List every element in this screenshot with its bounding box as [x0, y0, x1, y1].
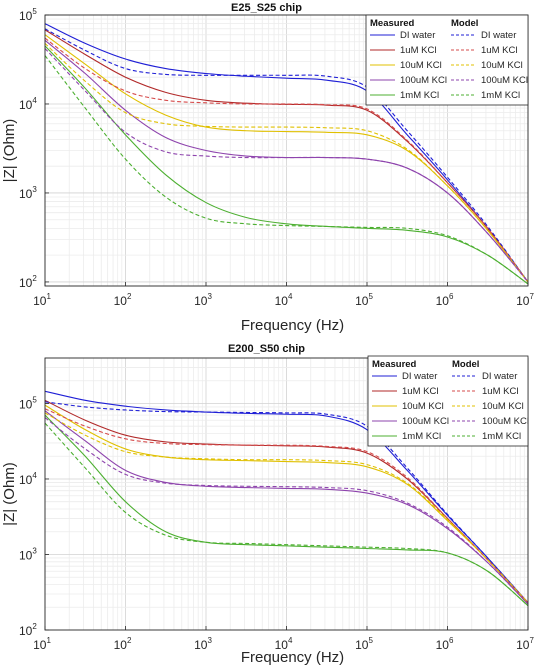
- legend-entry: 100uM KCl: [402, 416, 449, 427]
- y-tick-label: 103: [19, 185, 37, 201]
- y-tick-label: 105: [19, 395, 37, 411]
- y-tick-label: 102: [19, 622, 37, 638]
- x-tick-label: 106: [436, 636, 454, 652]
- y-tick-label: 105: [19, 7, 37, 23]
- legend-entry: 10uM KCl: [481, 60, 523, 71]
- x-tick-labels: 101 102 103 104 105 106 107: [33, 282, 534, 308]
- x-tick-label: 104: [275, 292, 293, 308]
- x-tick-label: 107: [516, 292, 534, 308]
- x-tick-label: 103: [194, 292, 212, 308]
- series-line-model-100um-kcl: [44, 48, 529, 283]
- legend-entry: 10uM KCl: [402, 401, 444, 412]
- legend-entry: 100uM KCl: [482, 416, 529, 427]
- legend-entry: 1uM KCl: [402, 386, 438, 397]
- x-tick-label: 105: [355, 292, 373, 308]
- x-tick-labels: 101 102 103 104 105 106 107: [33, 626, 534, 652]
- y-axis-label: |Z| (Ohm): [1, 119, 18, 183]
- series-line-measured-100um-kcl: [44, 410, 529, 605]
- chart-title: E200_S50 chip: [228, 343, 305, 355]
- x-axis-label: Frequency (Hz): [241, 317, 344, 334]
- x-tick-label: 101: [33, 636, 51, 652]
- legend-entry: 1uM KCl: [400, 45, 436, 56]
- legend-entry: 1uM KCl: [482, 386, 518, 397]
- legend-entry: 10uM KCl: [400, 60, 442, 71]
- x-tick-label: 105: [355, 636, 373, 652]
- chart-2: 101 102 103 104 105 106 107102103104105E200_S5…: [1, 343, 534, 666]
- legend-entry: 100uM KCl: [481, 75, 528, 86]
- legend-entry: 1mM KCl: [400, 90, 439, 101]
- series-line-model-10um-kcl: [44, 42, 529, 283]
- legend-entry: DI water: [402, 371, 437, 382]
- legend-entry: 1mM KCl: [402, 431, 441, 442]
- legend-box: [367, 355, 529, 447]
- y-axis-label: |Z| (Ohm): [1, 462, 18, 526]
- x-tick-label: 102: [114, 292, 132, 308]
- series-line-model-1mm-kcl: [44, 422, 529, 607]
- legend-entry: DI water: [400, 30, 435, 41]
- series-line-measured-1um-kcl: [44, 399, 529, 604]
- y-tick-label: 102: [19, 274, 37, 290]
- chart-title: E25_S25 chip: [231, 2, 302, 14]
- series-line-model-10um-kcl: [44, 412, 529, 604]
- legend-entry: 10uM KCl: [482, 401, 524, 412]
- series-line-model-100um-kcl: [44, 417, 529, 605]
- legend-entry: 1mM KCl: [482, 431, 521, 442]
- legend-header-measured: Measured: [372, 359, 417, 370]
- series-lines: [44, 23, 529, 285]
- x-axis-label: Frequency (Hz): [241, 649, 344, 666]
- series-line-measured-di-water: [44, 23, 529, 283]
- legend-header-model: Model: [452, 359, 479, 370]
- x-tick-label: 101: [33, 292, 51, 308]
- x-tick-label: 104: [275, 636, 293, 652]
- legend-header-measured: Measured: [370, 18, 415, 29]
- y-tick-label: 104: [19, 471, 37, 487]
- y-tick-label: 104: [19, 96, 37, 112]
- x-tick-label: 107: [516, 636, 534, 652]
- series-line-measured-1mm-kcl: [44, 45, 529, 285]
- legend-entry: 1mM KCl: [481, 90, 520, 101]
- series-line-model-di-water: [44, 401, 529, 604]
- x-tick-label: 106: [436, 292, 454, 308]
- legend-entry: 1uM KCl: [481, 45, 517, 56]
- legend-header-model: Model: [451, 18, 478, 29]
- y-tick-labels: 102 103 104 105: [19, 395, 49, 638]
- series-line-measured-10um-kcl: [44, 404, 529, 604]
- y-tick-label: 103: [19, 546, 37, 562]
- legend-entry: 100uM KCl: [400, 75, 447, 86]
- legend-entry: DI water: [481, 30, 516, 41]
- series-line-model-1um-kcl: [44, 408, 529, 604]
- legend-box: [365, 14, 529, 106]
- grid: [44, 14, 529, 287]
- series-line-model-1mm-kcl: [44, 55, 529, 285]
- x-tick-label: 103: [194, 636, 212, 652]
- series-lines: [44, 390, 529, 607]
- series-line-measured-di-water: [44, 390, 529, 604]
- y-tick-labels: 102 103 104 105: [19, 7, 49, 290]
- chart-1: 101 102 103 104 105 106 107 102 103 104 105 E25_S25…: [1, 2, 534, 334]
- series-line-model-1um-kcl: [44, 37, 529, 283]
- x-tick-label: 102: [114, 636, 132, 652]
- legend-entry: DI water: [482, 371, 517, 382]
